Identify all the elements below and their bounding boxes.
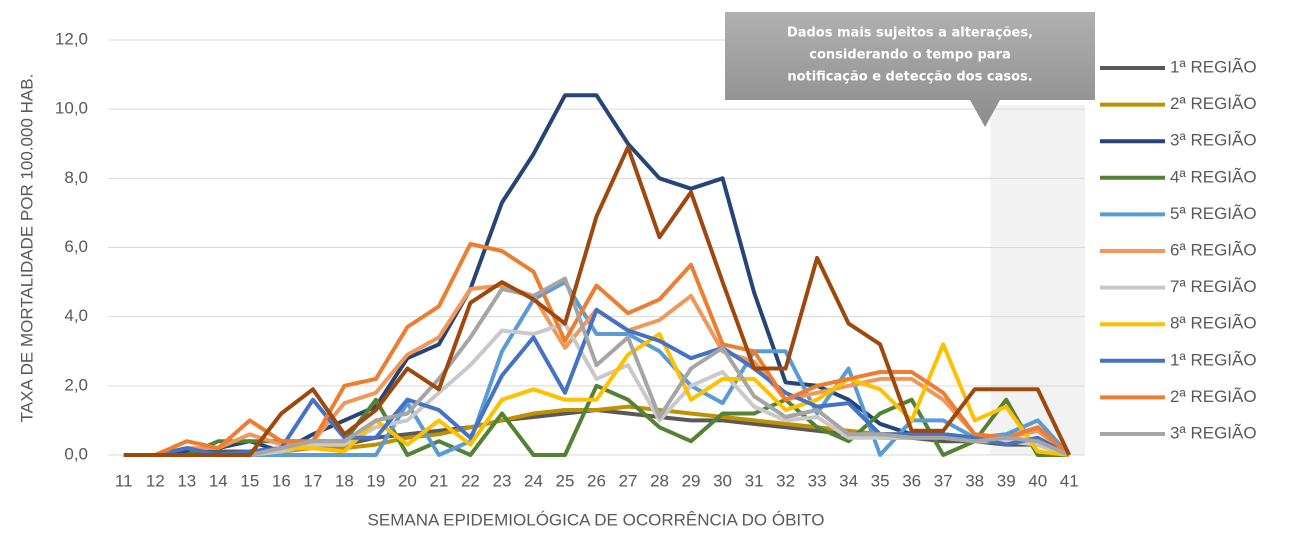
x-tick-label: 13	[177, 471, 196, 490]
x-tick-label: 11	[115, 471, 133, 490]
shaded-region	[990, 105, 1085, 455]
x-tick-label: 17	[303, 471, 322, 490]
x-tick-label: 24	[524, 471, 543, 490]
annotation: notificação e detecção dos casos.	[787, 70, 1032, 85]
x-tick-label: 40	[1028, 471, 1047, 490]
legend-label: 2ª REGIÃO	[1170, 94, 1257, 113]
x-tick-label: 15	[240, 471, 259, 490]
x-tick-label: 25	[556, 471, 575, 490]
x-tick-label: 21	[429, 471, 448, 490]
x-axis-title: SEMANA EPIDEMIOLÓGICA DE OCORRÊNCIA DO Ó…	[368, 510, 825, 529]
annotation: considerando o tempo para	[809, 48, 1010, 63]
legend-label: 8ª REGIÃO	[1170, 314, 1257, 333]
legend-label: 3ª REGIÃO	[1170, 131, 1257, 150]
x-tick-label: 28	[650, 471, 669, 490]
legend-label: 4ª REGIÃO	[1170, 167, 1257, 186]
x-tick-label: 39	[997, 471, 1016, 490]
y-tick-label: 0,0	[64, 444, 88, 463]
legend-label: 7ª REGIÃO	[1170, 277, 1257, 296]
x-tick-label: 36	[902, 471, 921, 490]
x-tick-label: 41	[1060, 471, 1079, 490]
x-tick-label: 35	[871, 471, 890, 490]
series-line	[123, 242, 1071, 457]
x-tick-label: 30	[713, 471, 732, 490]
x-tick-label: 34	[839, 471, 858, 490]
y-tick-label: 4,0	[64, 306, 88, 325]
x-tick-label: 37	[934, 471, 953, 490]
annotation-box	[725, 12, 1095, 127]
annotation: Dados mais sujeitos a alterações,	[787, 26, 1033, 41]
legend-label: 2ª REGIÃO	[1170, 387, 1257, 406]
x-tick-label: 38	[965, 471, 984, 490]
x-tick-label: 29	[682, 471, 701, 490]
x-tick-label: 14	[209, 471, 228, 490]
y-axis-title: TAXA DE MORTALIDADE POR 100.000 HAB.	[17, 74, 36, 423]
legend-label: 3ª REGIÃO	[1170, 423, 1257, 442]
y-tick-label: 10,0	[55, 99, 88, 118]
x-tick-label: 33	[808, 471, 827, 490]
legend-label: 1ª REGIÃO	[1170, 57, 1257, 76]
y-tick-label: 8,0	[64, 168, 88, 187]
x-tick-label: 19	[366, 471, 385, 490]
x-tick-label: 22	[461, 471, 480, 490]
legend-label: 5ª REGIÃO	[1170, 204, 1257, 223]
y-tick-label: 2,0	[64, 375, 88, 394]
y-tick-label: 12,0	[55, 29, 88, 48]
x-tick-label: 23	[492, 471, 511, 490]
series-line	[123, 145, 1072, 457]
x-tick-label: 27	[619, 471, 638, 490]
x-tick-label: 26	[587, 471, 606, 490]
legend-label: 1ª REGIÃO	[1170, 350, 1257, 369]
series-line	[123, 276, 1071, 457]
legend-label: 6ª REGIÃO	[1170, 240, 1257, 259]
x-tick-label: 16	[272, 471, 291, 490]
y-tick-label: 6,0	[64, 237, 88, 256]
x-tick-label: 12	[146, 471, 165, 490]
x-tick-label: 32	[776, 471, 795, 490]
x-tick-label: 18	[335, 471, 354, 490]
x-tick-label: 20	[398, 471, 417, 490]
x-tick-label: 31	[745, 471, 764, 490]
